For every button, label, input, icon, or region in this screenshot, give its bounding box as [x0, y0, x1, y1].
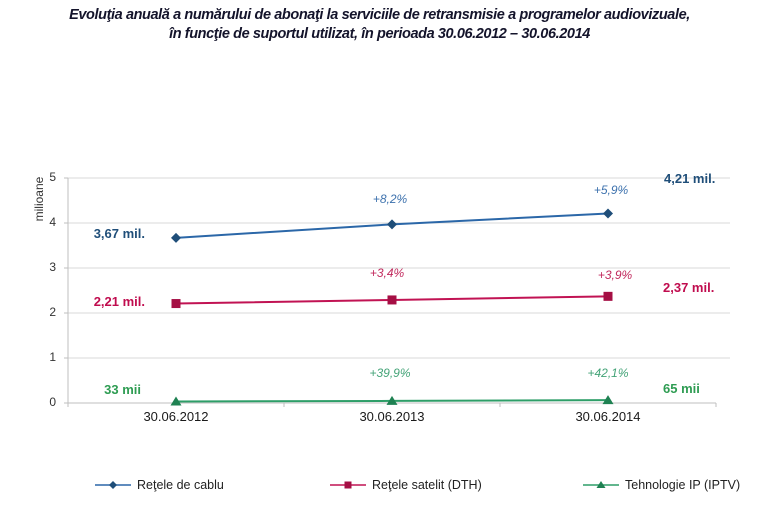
dth-start-value-label: 2,21 mil.: [93, 294, 145, 309]
y-tick-label-4: 4: [49, 215, 56, 229]
chart-title-line2: în funcţie de suportul utilizat, în peri…: [169, 26, 590, 42]
y-tick-label-5: 5: [49, 170, 56, 184]
cable-end-value-label: 4,21 mil.: [664, 171, 716, 186]
y-tick-label-1: 1: [49, 350, 56, 364]
cable-growth-2014-label: +5,9%: [593, 183, 629, 197]
iptv-line-marker-icon: [583, 481, 619, 488]
cable-line-marker-icon: [95, 481, 131, 489]
y-axis-title: milioane: [32, 176, 46, 222]
dth-line-marker-icon: [330, 481, 366, 489]
legend-label-dth: Reţele satelit (DTH): [372, 478, 482, 492]
cable-growth-2013-label: +8,2%: [372, 192, 408, 206]
legend-item-iptv: Tehnologie IP (IPTV): [583, 478, 740, 492]
iptv-growth-2013-label: +39,9%: [369, 366, 411, 380]
iptv-end-value-label: 65 mii: [663, 381, 700, 396]
dth-end-value-label: 2,37 mil.: [663, 280, 715, 295]
y-tick-label-3: 3: [49, 260, 56, 274]
y-tick-label-2: 2: [49, 305, 56, 319]
legend-item-cable: Reţele de cablu: [95, 478, 224, 492]
dth-growth-2013-label: +3,4%: [369, 266, 405, 280]
iptv-growth-2014-label: +42,1%: [587, 366, 629, 380]
x-tick-label-2012: 30.06.2012: [143, 409, 209, 424]
y-tick-label-0: 0: [49, 395, 56, 409]
chart-title: Evoluţia anuală a numărului de abonaţi l…: [0, 6, 759, 44]
legend-label-cable: Reţele de cablu: [137, 478, 224, 492]
dth-growth-2014-label: +3,9%: [597, 268, 633, 282]
x-tick-label-2014: 30.06.2014: [575, 409, 641, 424]
chart-title-line1: Evoluţia anuală a numărului de abonaţi l…: [69, 7, 690, 23]
legend-item-dth: Reţele satelit (DTH): [330, 478, 482, 492]
x-tick-label-2013: 30.06.2013: [359, 409, 425, 424]
legend-label-iptv: Tehnologie IP (IPTV): [625, 478, 741, 492]
cable-start-value-label: 3,67 mil.: [93, 226, 145, 241]
iptv-start-value-label: 33 mii: [104, 382, 141, 397]
